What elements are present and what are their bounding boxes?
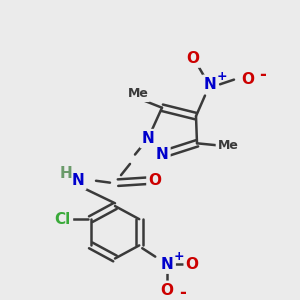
Text: Me: Me bbox=[218, 139, 239, 152]
Text: N: N bbox=[204, 77, 216, 92]
Text: O: O bbox=[148, 173, 161, 188]
Text: N: N bbox=[72, 173, 84, 188]
Text: +: + bbox=[174, 250, 184, 263]
Text: N: N bbox=[156, 147, 168, 162]
Text: O: O bbox=[242, 72, 254, 87]
Text: +: + bbox=[217, 70, 227, 83]
Text: O: O bbox=[187, 51, 200, 66]
Text: H: H bbox=[60, 166, 72, 181]
Text: Me: Me bbox=[128, 87, 148, 100]
Text: N: N bbox=[161, 256, 174, 272]
Text: -: - bbox=[179, 284, 186, 300]
Text: -: - bbox=[260, 66, 266, 84]
Text: Cl: Cl bbox=[55, 212, 71, 227]
Text: N: N bbox=[142, 131, 154, 146]
Text: O: O bbox=[186, 256, 199, 272]
Text: O: O bbox=[161, 283, 174, 298]
